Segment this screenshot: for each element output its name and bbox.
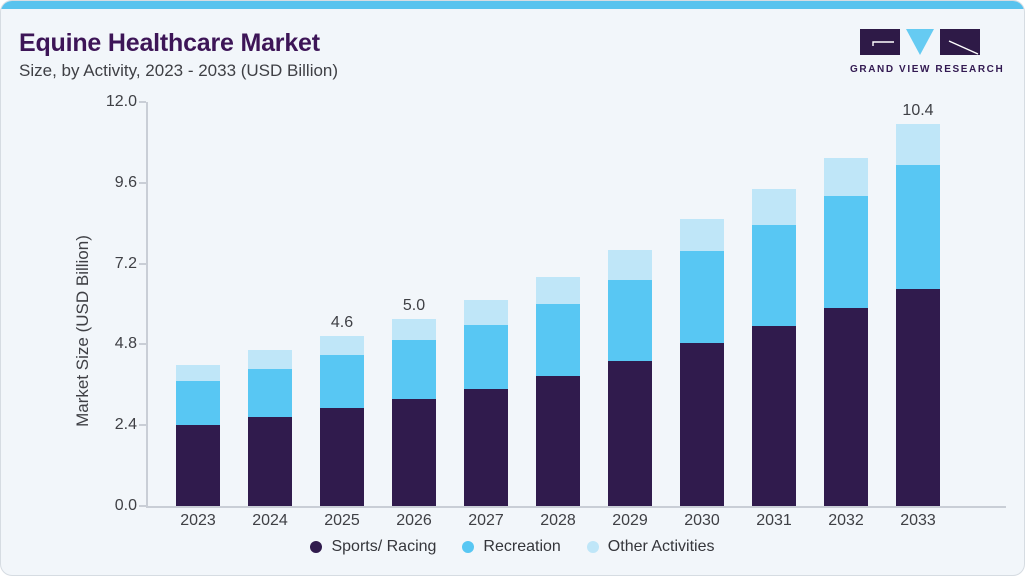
page-title: Equine Healthcare Market bbox=[19, 29, 320, 57]
y-tick-mark bbox=[139, 101, 146, 103]
bar-segment-2029-sports-racing bbox=[608, 360, 652, 506]
bar-total-label-2025: 4.6 bbox=[330, 314, 354, 331]
bar-segment-2026-other-activities bbox=[392, 319, 436, 341]
legend-item-recreation: Recreation bbox=[462, 538, 561, 556]
y-tick-mark bbox=[139, 505, 146, 507]
bar-segment-2032-recreation bbox=[824, 195, 868, 309]
y-tick-label: 12.0 bbox=[105, 93, 137, 110]
bar-segment-2023-sports-racing bbox=[176, 424, 220, 506]
legend-dot-icon bbox=[586, 541, 599, 553]
bar-segment-2029-recreation bbox=[608, 280, 652, 361]
bar-segment-2030-other-activities bbox=[680, 219, 724, 252]
legend-dot-icon bbox=[462, 541, 475, 553]
bar-segment-2025-recreation bbox=[320, 355, 364, 409]
x-tick-label-2033: 2033 bbox=[900, 512, 936, 529]
x-tick-label-2028: 2028 bbox=[540, 512, 576, 529]
bar-segment-2029-other-activities bbox=[608, 250, 652, 281]
bar-segment-2032-other-activities bbox=[824, 157, 868, 196]
bar-2027 bbox=[464, 299, 508, 506]
y-tick-mark bbox=[139, 424, 146, 427]
bar-2024 bbox=[248, 350, 292, 506]
bar-segment-2031-other-activities bbox=[752, 189, 796, 225]
legend-item-sports-racing: Sports/ Racing bbox=[310, 538, 436, 556]
bar-2029 bbox=[608, 250, 652, 506]
bar-segment-2031-sports-racing bbox=[752, 325, 796, 506]
bar-segment-2028-other-activities bbox=[536, 277, 580, 305]
brand-logo: GRAND VIEW RESEARCH bbox=[850, 27, 1005, 75]
bar-segment-2027-other-activities bbox=[464, 299, 508, 325]
bar-2028 bbox=[536, 277, 580, 506]
y-axis-line bbox=[146, 102, 148, 508]
x-tick-label-2031: 2031 bbox=[756, 512, 792, 529]
legend-dot-icon bbox=[310, 541, 323, 553]
chart-legend: Sports/ Racing Recreation Other Activities bbox=[1, 538, 1024, 556]
bar-segment-2027-recreation bbox=[464, 324, 508, 390]
y-tick-label: 0.0 bbox=[114, 497, 137, 514]
bar-segment-2025-other-activities bbox=[320, 336, 364, 356]
bar-segment-2031-recreation bbox=[752, 224, 796, 326]
y-tick-mark bbox=[139, 343, 146, 346]
bar-2033: 10.4 bbox=[896, 102, 940, 506]
x-axis-line bbox=[146, 506, 1006, 508]
bar-total-label-2026: 5.0 bbox=[402, 297, 426, 315]
bar-segment-2024-recreation bbox=[248, 368, 292, 418]
legend-label: Sports/ Racing bbox=[331, 538, 437, 555]
bar-segment-2030-recreation bbox=[680, 251, 724, 344]
bar-segment-2024-sports-racing bbox=[248, 417, 292, 506]
bar-2032 bbox=[824, 157, 868, 506]
bar-segment-2032-sports-racing bbox=[824, 308, 868, 506]
y-tick-label: 7.2 bbox=[114, 254, 137, 272]
bar-segment-2030-sports-racing bbox=[680, 343, 724, 506]
brand-logo-text: GRAND VIEW RESEARCH bbox=[850, 64, 1005, 75]
gvr-logo-icon bbox=[860, 29, 980, 55]
bar-segment-2025-sports-racing bbox=[320, 408, 364, 506]
bar-segment-2023-recreation bbox=[176, 381, 220, 425]
bar-2026: 5.0 bbox=[392, 297, 436, 506]
bar-segment-2028-sports-racing bbox=[536, 376, 580, 506]
x-tick-label-2032: 2032 bbox=[828, 512, 864, 529]
bar-segment-2033-sports-racing bbox=[896, 289, 940, 506]
x-tick-label-2025: 2025 bbox=[324, 512, 360, 529]
bar-segment-2028-recreation bbox=[536, 304, 580, 377]
bar-2025: 4.6 bbox=[320, 314, 364, 506]
x-tick-label-2027: 2027 bbox=[468, 512, 504, 529]
top-accent-bar bbox=[1, 1, 1024, 9]
y-axis-ticks: 0.0 2.4 4.8 7.2 9.6 12.0 bbox=[1, 93, 148, 514]
y-tick-label: 4.8 bbox=[114, 335, 137, 353]
bar-segment-2027-sports-racing bbox=[464, 389, 508, 506]
bar-2030 bbox=[680, 219, 724, 506]
x-tick-label-2023: 2023 bbox=[180, 512, 216, 529]
bar-segment-2033-other-activities bbox=[896, 123, 940, 165]
bar-2023 bbox=[176, 364, 220, 506]
legend-item-other-activities: Other Activities bbox=[586, 538, 715, 556]
bar-2031 bbox=[752, 189, 796, 506]
y-tick-mark bbox=[139, 181, 146, 184]
page-subtitle: Size, by Activity, 2023 - 2033 (USD Bill… bbox=[19, 61, 339, 80]
x-tick-label-2030: 2030 bbox=[684, 512, 720, 529]
legend-label: Recreation bbox=[483, 538, 561, 555]
bar-total-label-2033: 10.4 bbox=[902, 101, 934, 119]
legend-label: Other Activities bbox=[607, 538, 715, 555]
y-tick-label: 9.6 bbox=[114, 173, 137, 191]
x-tick-label-2026: 2026 bbox=[396, 512, 432, 529]
bar-segment-2024-other-activities bbox=[248, 350, 292, 369]
x-tick-label-2024: 2024 bbox=[252, 512, 288, 529]
bar-segment-2023-other-activities bbox=[176, 364, 220, 382]
x-tick-label-2029: 2029 bbox=[612, 512, 648, 529]
plot-area: 4.6 5.0 10.4 bbox=[148, 102, 1008, 506]
bar-segment-2033-recreation bbox=[896, 164, 940, 290]
x-axis-labels: 2023 2024 2025 2026 2027 2028 2029 2030 2031 2032… bbox=[148, 512, 1008, 532]
y-tick-mark bbox=[139, 262, 146, 265]
bar-segment-2026-recreation bbox=[392, 340, 436, 399]
bar-segment-2026-sports-racing bbox=[392, 398, 436, 506]
y-tick-label: 2.4 bbox=[114, 416, 137, 434]
